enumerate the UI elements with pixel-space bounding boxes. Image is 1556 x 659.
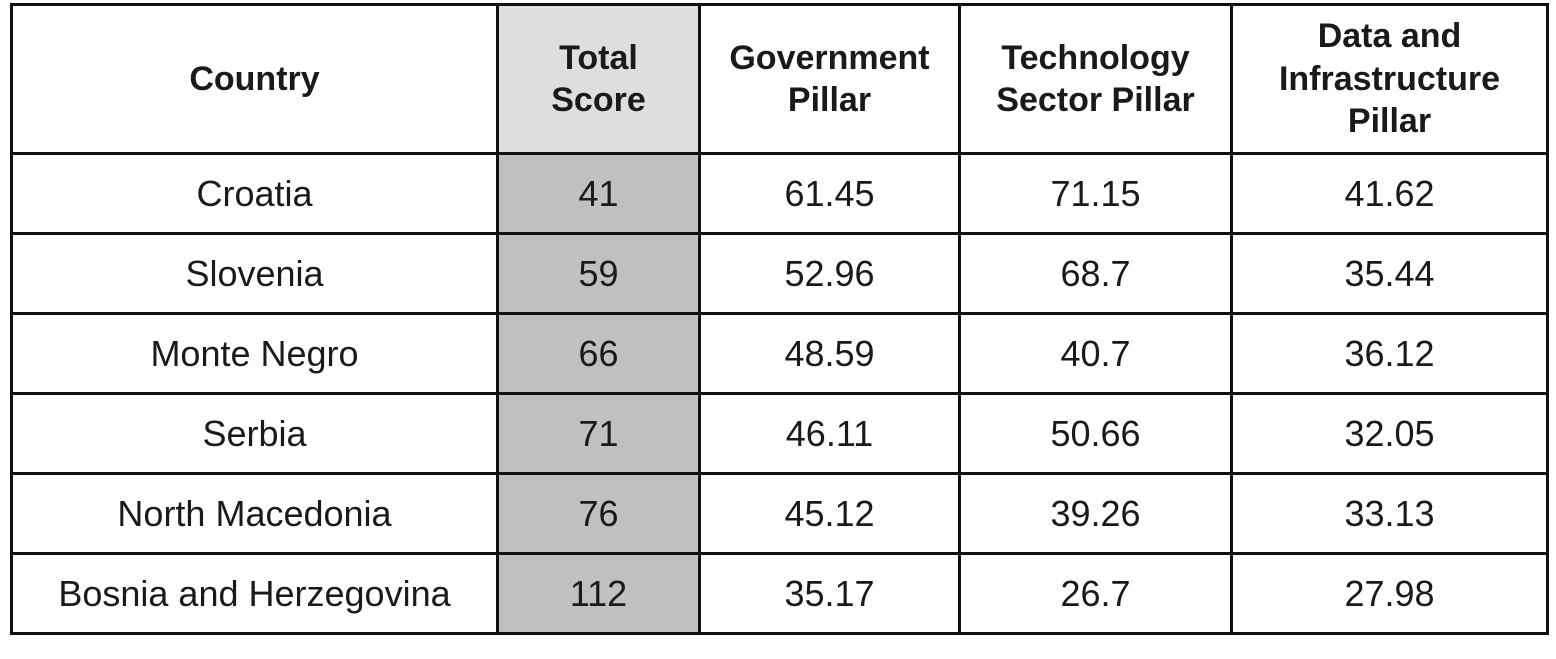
pillar-cell: 46.11 [698, 392, 961, 475]
pillar-cell: 61.45 [698, 152, 961, 235]
pillar-cell: 39.26 [958, 472, 1233, 555]
table-row: Serbia 71 46.11 50.66 32.05 [10, 392, 1549, 475]
total-score-cell: 112 [496, 552, 701, 635]
total-score-cell: 71 [496, 392, 701, 475]
pillar-cell: 71.15 [958, 152, 1233, 235]
header-cell: Technology Sector Pillar [958, 3, 1233, 155]
header-text: Country [189, 59, 320, 98]
pillar-cell: 33.13 [1230, 472, 1549, 555]
header-text: Total Score [551, 38, 646, 120]
pillar-cell: 32.05 [1230, 392, 1549, 475]
pillar-cell: 68.7 [958, 232, 1233, 315]
table-row: Slovenia 59 52.96 68.7 35.44 [10, 232, 1549, 315]
total-score-cell: 66 [496, 312, 701, 395]
pillar-cell: 26.7 [958, 552, 1233, 635]
country-cell: Serbia [10, 392, 499, 475]
header-cell: Government Pillar [698, 3, 961, 155]
pillar-cell: 52.96 [698, 232, 961, 315]
header-text: Technology Sector Pillar [996, 38, 1195, 120]
table-body: Croatia 41 61.45 71.15 41.62 Slovenia 59 52.96 6… [10, 152, 1549, 635]
pillar-cell: 48.59 [698, 312, 961, 395]
header-text: Government Pillar [729, 38, 930, 120]
score-table: Country Total Score Government Pillar Te… [10, 3, 1549, 635]
table-row: Croatia 41 61.45 71.15 41.62 [10, 152, 1549, 235]
country-cell: Slovenia [10, 232, 499, 315]
pillar-cell: 35.44 [1230, 232, 1549, 315]
country-cell: Monte Negro [10, 312, 499, 395]
total-score-cell: 76 [496, 472, 701, 555]
table-row: Monte Negro 66 48.59 40.7 36.12 [10, 312, 1549, 395]
header-cell: Data and Infrastructure Pillar [1230, 3, 1549, 155]
country-cell: North Macedonia [10, 472, 499, 555]
table-row: Bosnia and Herzegovina 112 35.17 26.7 27.98 [10, 552, 1549, 635]
header-cell: Total Score [496, 3, 701, 155]
header-row: Country Total Score Government Pillar Te… [10, 3, 1549, 155]
pillar-cell: 35.17 [698, 552, 961, 635]
pillar-cell: 41.62 [1230, 152, 1549, 235]
header-cell: Country [10, 3, 499, 155]
pillar-cell: 45.12 [698, 472, 961, 555]
table-header: Country Total Score Government Pillar Te… [10, 3, 1549, 155]
country-cell: Bosnia and Herzegovina [10, 552, 499, 635]
country-cell: Croatia [10, 152, 499, 235]
pillar-cell: 50.66 [958, 392, 1233, 475]
total-score-cell: 41 [496, 152, 701, 235]
pillar-cell: 36.12 [1230, 312, 1549, 395]
pillar-cell: 40.7 [958, 312, 1233, 395]
table-row: North Macedonia 76 45.12 39.26 33.13 [10, 472, 1549, 555]
total-score-cell: 59 [496, 232, 701, 315]
pillar-cell: 27.98 [1230, 552, 1549, 635]
header-text: Data and Infrastructure Pillar [1278, 17, 1501, 141]
